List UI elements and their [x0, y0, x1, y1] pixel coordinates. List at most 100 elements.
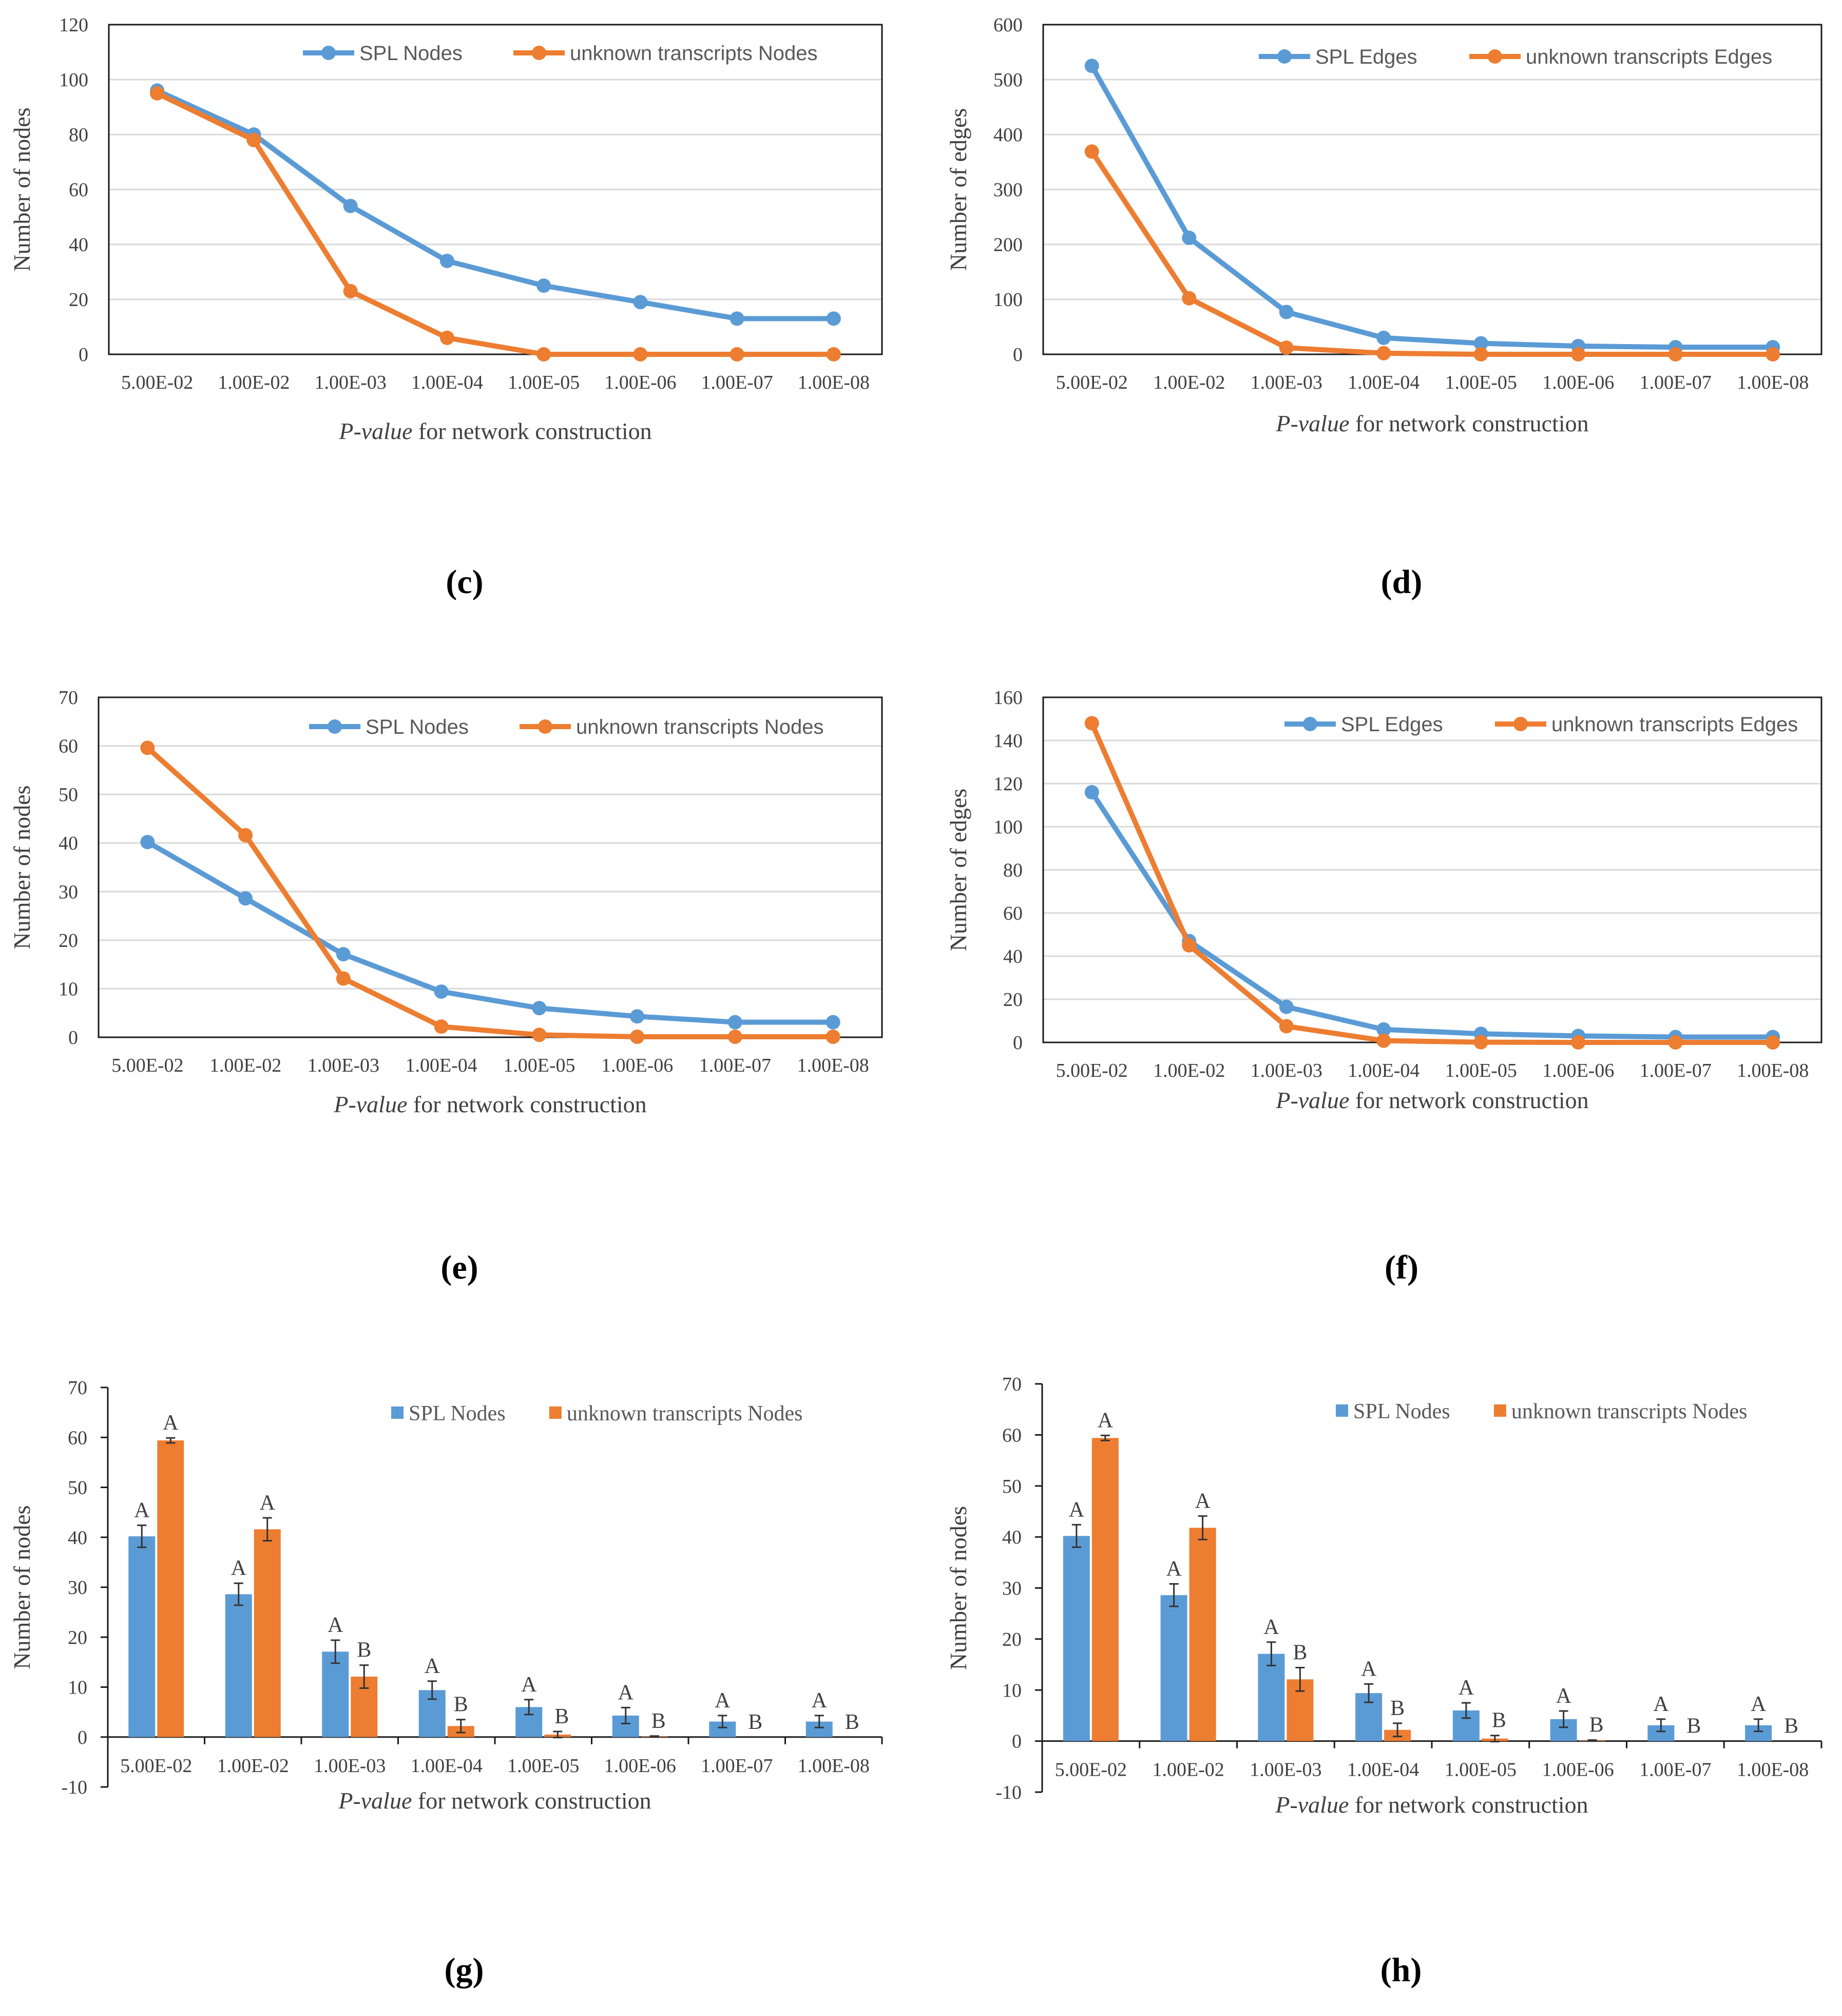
- x-tick-label: 1.00E-02: [1153, 1060, 1225, 1081]
- data-point: [1376, 330, 1391, 345]
- y-tick-label: 50: [1002, 1476, 1022, 1497]
- x-tick-label: 1.00E-07: [1640, 1060, 1712, 1081]
- legend-label: unknown transcripts Nodes: [567, 1402, 803, 1425]
- x-tick-label: 1.00E-02: [217, 1755, 289, 1777]
- y-tick-label: 70: [68, 1377, 87, 1399]
- legend-label: unknown transcripts Nodes: [1511, 1400, 1748, 1423]
- legend-swatch-marker: [1488, 49, 1502, 64]
- significance-letter: A: [1263, 1615, 1279, 1639]
- chart-d: 0 100 200 300 400 500 600 5.00E-02 1.00E-02 1.00E…: [945, 14, 1822, 601]
- data-point: [1473, 1035, 1488, 1050]
- y-tick-label: 0: [1012, 1731, 1022, 1753]
- data-point: [1376, 1033, 1391, 1048]
- x-tick-label: 5.00E-02: [1056, 1060, 1128, 1081]
- bar-unknown: [254, 1529, 281, 1737]
- data-point: [536, 347, 551, 362]
- x-tick-label: 5.00E-02: [1055, 1759, 1127, 1781]
- x-tick-label: 1.00E-06: [604, 1755, 676, 1777]
- significance-letter: B: [357, 1639, 371, 1662]
- x-tick-label: 1.00E-04: [411, 1755, 483, 1777]
- x-axis-label-italic: P-value: [1275, 1087, 1349, 1113]
- y-tick-label: 60: [1003, 903, 1023, 924]
- data-point: [1668, 347, 1683, 362]
- bar-unknown: [157, 1440, 184, 1737]
- y-tick-label: 500: [993, 69, 1023, 91]
- significance-letter: A: [1751, 1692, 1767, 1716]
- y-tick-label: 30: [1002, 1578, 1022, 1600]
- data-point: [336, 971, 351, 986]
- x-tick-label: 5.00E-02: [120, 1755, 192, 1777]
- x-tick-label: 1.00E-05: [1445, 372, 1517, 393]
- data-point: [246, 132, 261, 147]
- y-tick-label: 140: [993, 730, 1023, 752]
- data-point: [630, 1030, 645, 1044]
- series-line-unknown: [1089, 720, 1776, 1045]
- x-axis-label-rest: for network construction: [407, 1091, 646, 1117]
- x-tick-label: 1.00E-04: [405, 1055, 477, 1076]
- significance-letter: A: [1556, 1684, 1571, 1708]
- data-point: [532, 1028, 547, 1042]
- x-tick-label: 1.00E-02: [209, 1055, 281, 1076]
- data-point: [434, 984, 449, 999]
- legend-label: unknown transcripts Edges: [1526, 46, 1772, 68]
- y-tick-label: 10: [59, 978, 78, 1000]
- x-axis-label: P-value for network construction: [1275, 410, 1588, 436]
- y-tick-label: 160: [993, 687, 1023, 709]
- y-tick-label: 60: [69, 179, 88, 201]
- significance-letter: A: [1653, 1692, 1669, 1716]
- data-point: [1376, 1022, 1391, 1037]
- data-point: [1473, 336, 1488, 351]
- y-tick-label: 20: [68, 1627, 87, 1648]
- x-tick-label: 1.00E-02: [1153, 372, 1225, 393]
- significance-letter: A: [260, 1491, 276, 1515]
- bar-spl: [1160, 1595, 1187, 1741]
- panel-label: (d): [1381, 563, 1423, 601]
- y-tick-label: 0: [1013, 1032, 1023, 1054]
- x-axis-label-italic: P-value: [1275, 1792, 1349, 1818]
- x-tick-label: 1.00E-03: [1251, 372, 1322, 393]
- significance-letter: A: [618, 1681, 634, 1704]
- y-axis-label: Number of nodes: [9, 1505, 35, 1669]
- x-tick-label: 1.00E-08: [1737, 372, 1809, 393]
- x-tick-label: 1.00E-05: [1445, 1060, 1517, 1081]
- y-tick-label: 50: [68, 1477, 87, 1499]
- y-tick-label: 0: [68, 1027, 78, 1049]
- x-tick-label: 1.00E-03: [1251, 1060, 1322, 1081]
- panel-label: (g): [445, 1951, 484, 1989]
- data-point: [1668, 1035, 1683, 1050]
- chart-f: 0 20 40 60 80 100 120 140 160 5.00E-02 1.00E-02 1.0…: [945, 687, 1822, 1286]
- significance-letter: B: [1589, 1714, 1604, 1737]
- data-point: [1279, 340, 1294, 355]
- significance-letter: A: [1166, 1557, 1182, 1581]
- x-tick-label: 1.00E-02: [218, 372, 290, 393]
- data-point: [633, 347, 648, 362]
- y-tick-label: 10: [1002, 1680, 1022, 1701]
- data-point: [1084, 144, 1099, 159]
- y-tick-label: 40: [68, 1527, 87, 1549]
- data-point: [434, 1019, 449, 1034]
- x-tick-label: 1.00E-03: [314, 1755, 386, 1777]
- x-tick-label: 1.00E-08: [1737, 1759, 1809, 1781]
- legend-swatch-marker: [1277, 49, 1292, 64]
- y-tick-label: 60: [68, 1427, 87, 1449]
- data-point: [140, 740, 155, 755]
- significance-letter: A: [163, 1411, 179, 1435]
- significance-letter: B: [1686, 1715, 1701, 1738]
- x-tick-label: 5.00E-02: [111, 1055, 183, 1076]
- y-tick-label: 30: [59, 881, 78, 903]
- x-tick-label: 1.00E-06: [601, 1055, 673, 1076]
- significance-letter: B: [1293, 1641, 1307, 1665]
- x-tick-label: 1.00E-06: [1542, 372, 1614, 393]
- data-point: [1084, 59, 1099, 73]
- legend-swatch-marker: [328, 719, 342, 734]
- data-point: [1571, 1035, 1586, 1050]
- x-axis-label: P-value for network construction: [1275, 1087, 1588, 1113]
- data-point: [630, 1009, 645, 1024]
- x-tick-label: 1.00E-05: [503, 1055, 575, 1076]
- x-axis-label-italic: P-value: [1275, 410, 1349, 436]
- panel-label: (c): [446, 563, 483, 601]
- data-point: [826, 311, 841, 326]
- bar-unknown: [1091, 1438, 1119, 1741]
- panel-label: (e): [440, 1249, 478, 1286]
- chart-g: -10 0 10 20 30 40 50 60 70 5.00E-02 1.00E-02 1.00E-…: [9, 1377, 883, 1989]
